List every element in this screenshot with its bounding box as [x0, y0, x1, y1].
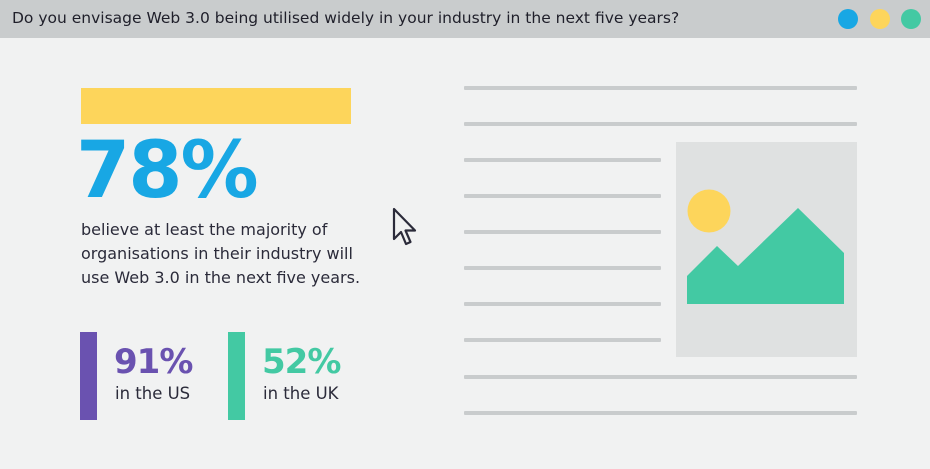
document-line [464, 302, 661, 306]
green-dot-icon[interactable] [901, 9, 921, 29]
document-line [464, 86, 857, 90]
title-bar: Do you envisage Web 3.0 being utilised w… [0, 0, 930, 38]
yellow-dot-icon[interactable] [870, 9, 890, 29]
document-line [464, 194, 661, 198]
blue-dot-icon[interactable] [838, 9, 858, 29]
uk-label: in the UK [263, 384, 339, 403]
headline-percentage: 78% [76, 126, 259, 216]
landscape-image-icon [676, 142, 857, 357]
document-line [464, 158, 661, 162]
window-title: Do you envisage Web 3.0 being utilised w… [12, 9, 680, 27]
mouse-pointer-icon [392, 207, 417, 246]
uk-percentage: 52% [262, 342, 341, 382]
document-line [464, 230, 661, 234]
document-line [464, 375, 857, 379]
us-percentage: 91% [114, 342, 193, 382]
us-indicator-bar [80, 332, 97, 420]
document-line [464, 411, 857, 415]
headline-description: believe at least the majority of organis… [81, 220, 361, 287]
document-line [464, 338, 661, 342]
document-line [464, 122, 857, 126]
highlight-bar [81, 88, 351, 124]
document-line [464, 266, 661, 270]
us-label: in the US [115, 384, 191, 403]
uk-indicator-bar [228, 332, 245, 420]
